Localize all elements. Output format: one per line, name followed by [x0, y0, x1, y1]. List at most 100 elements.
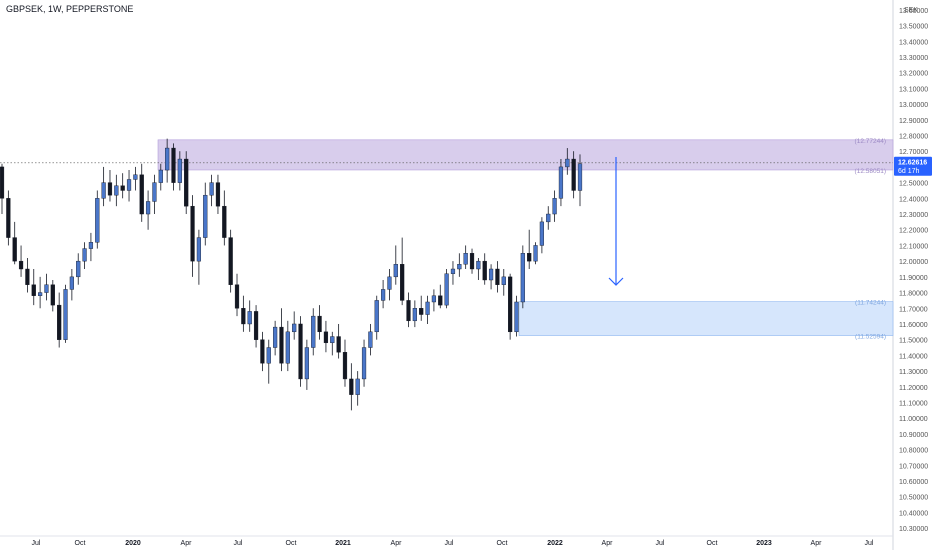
- candle-body: [209, 182, 214, 196]
- candle-body: [260, 339, 265, 364]
- y-tick-label: 11.80000: [899, 291, 928, 298]
- chart-title: GBPSEK, 1W, PEPPERSTONE: [6, 4, 134, 14]
- x-tick-label: Apr: [811, 540, 823, 547]
- y-tick-label: 13.10000: [899, 86, 928, 93]
- candle-body: [203, 194, 208, 238]
- y-tick-label: 11.40000: [899, 353, 928, 360]
- x-tick-label: 2020: [125, 540, 141, 547]
- candle-body: [76, 260, 81, 278]
- supply-zone-top-label: (12.77244): [855, 138, 886, 145]
- candle-body: [126, 179, 132, 191]
- candle-body: [95, 198, 100, 243]
- currency-label: SEK: [904, 7, 918, 14]
- y-tick-label: 12.40000: [899, 196, 928, 203]
- y-tick-label: 10.90000: [899, 432, 928, 439]
- candle-body: [285, 331, 290, 364]
- candle-body: [368, 331, 373, 348]
- candle-body: [88, 242, 94, 249]
- y-tick-label: 12.30000: [899, 212, 928, 219]
- candle-body: [469, 253, 475, 270]
- x-tick-label: Jul: [656, 540, 665, 547]
- candle-body: [374, 300, 379, 333]
- candle-body: [508, 276, 513, 333]
- candle-body: [406, 300, 411, 322]
- candle-body: [190, 205, 195, 262]
- candle-body: [438, 295, 443, 306]
- candle-body: [577, 163, 583, 191]
- y-tick-label: 13.00000: [899, 102, 928, 109]
- x-tick-label: Oct: [707, 540, 718, 547]
- demand-zone-bottom-label: (11.52594): [855, 334, 886, 341]
- candle-body: [565, 158, 570, 168]
- y-tick-label: 11.90000: [899, 275, 928, 282]
- candle-body: [279, 326, 284, 364]
- current-price-value: 12.62616: [898, 159, 927, 166]
- candle-body: [400, 264, 405, 301]
- y-tick-label: 10.40000: [899, 510, 928, 517]
- candle-body: [501, 276, 506, 285]
- candle-body: [234, 284, 240, 309]
- candle-body: [57, 304, 62, 340]
- candle-body: [546, 213, 551, 223]
- candle-body: [107, 182, 113, 196]
- x-tick-label: Apr: [391, 540, 403, 547]
- candle-body: [241, 308, 246, 325]
- y-tick-label: 13.30000: [899, 55, 928, 62]
- bar-countdown: 6d 17h: [898, 168, 920, 175]
- y-tick-label: 11.00000: [899, 416, 928, 423]
- y-tick-label: 12.70000: [899, 149, 928, 156]
- candle-body: [12, 237, 17, 262]
- y-tick-label: 12.80000: [899, 134, 928, 141]
- y-tick-label: 10.70000: [899, 463, 928, 470]
- candle-body: [533, 245, 538, 262]
- candle-body: [393, 264, 398, 278]
- candle-body: [177, 158, 182, 183]
- y-tick-label: 10.50000: [899, 495, 928, 502]
- candle-body: [0, 166, 5, 199]
- candle-body: [571, 158, 576, 191]
- candle-body: [317, 315, 322, 333]
- candle-body: [253, 311, 259, 340]
- candle-body: [380, 289, 386, 301]
- candle-body: [31, 284, 36, 296]
- y-tick-label: 10.80000: [899, 448, 928, 455]
- current-price-label: [894, 156, 932, 176]
- candle-body: [558, 166, 564, 199]
- y-tick-label: 11.50000: [899, 338, 928, 345]
- y-tick-label: 13.60000: [899, 8, 928, 15]
- candle-body: [349, 378, 354, 395]
- candle-body: [342, 352, 348, 380]
- x-tick-label: Jul: [865, 540, 874, 547]
- demand-zone[interactable]: [518, 301, 894, 336]
- candle-body: [444, 273, 449, 306]
- candle-body: [120, 185, 125, 191]
- candle-body: [6, 198, 11, 238]
- candle-body: [514, 301, 519, 333]
- candle-body: [69, 276, 74, 290]
- candle-body: [476, 260, 481, 270]
- y-tick-label: 11.30000: [899, 369, 928, 376]
- y-tick-label: 11.10000: [899, 401, 928, 408]
- candle-body: [450, 268, 456, 274]
- candle-body: [184, 158, 189, 207]
- candle-body: [520, 253, 525, 303]
- y-tick-label: 12.00000: [899, 259, 928, 266]
- candle-body: [25, 268, 30, 285]
- x-tick-label: Jul: [32, 540, 41, 547]
- candle-body: [412, 308, 417, 322]
- candle-body: [488, 268, 494, 281]
- y-tick-label: 12.20000: [899, 228, 928, 235]
- candle-body: [152, 182, 157, 202]
- x-tick-label: 2023: [756, 540, 772, 547]
- candle-body: [539, 221, 544, 246]
- candle-body: [552, 198, 557, 215]
- x-tick-label: 2022: [547, 540, 563, 547]
- demand-zone-top-label: (11.74244): [855, 300, 886, 307]
- x-tick-label: 2021: [335, 540, 351, 547]
- candle-body: [273, 326, 278, 348]
- supply-zone[interactable]: [157, 139, 894, 171]
- x-tick-label: Oct: [75, 540, 86, 547]
- candle-body: [298, 323, 303, 380]
